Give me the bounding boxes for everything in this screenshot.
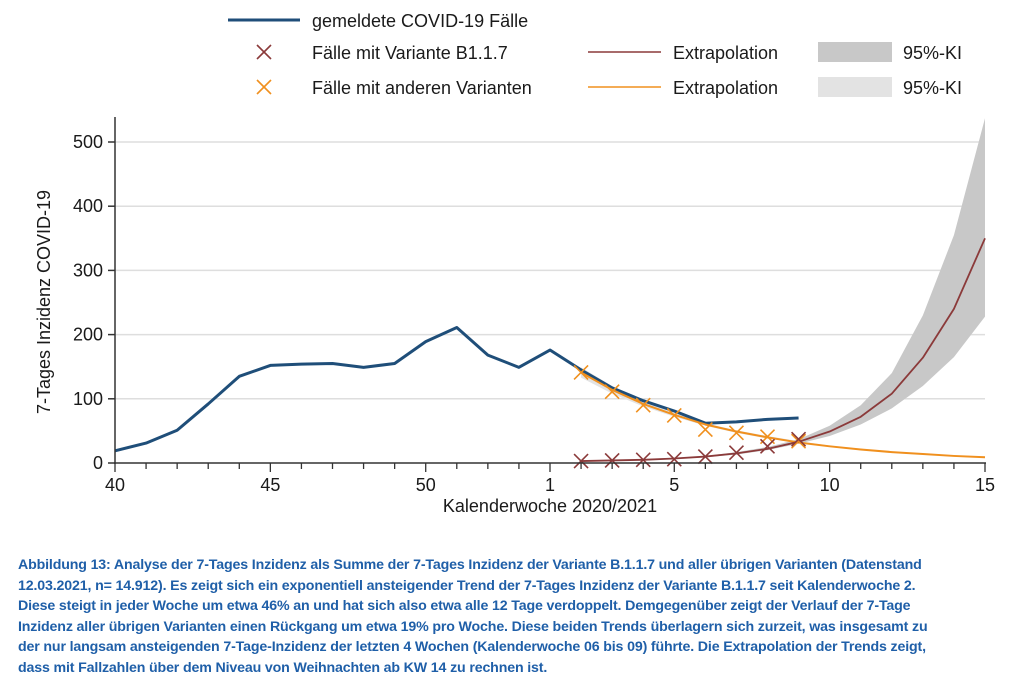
b117-extrapolation-line xyxy=(581,237,986,462)
x-tick-label: 15 xyxy=(975,475,995,495)
legend-band-b117-ci xyxy=(818,42,892,62)
b117-marker xyxy=(573,453,589,469)
legend-label-other: Fälle mit anderen Varianten xyxy=(312,78,532,98)
b117-marker xyxy=(791,431,807,447)
legend-label-other-ci: 95%-KI xyxy=(903,78,962,98)
y-tick-label: 400 xyxy=(73,196,103,216)
marker-stroke xyxy=(635,452,651,468)
caption-line: der nur langsam ansteigenden 7-Tage-Inzi… xyxy=(18,639,926,656)
b117-marker xyxy=(697,449,713,465)
y-tick-label: 500 xyxy=(73,132,103,152)
reported-cases-line xyxy=(114,326,799,453)
other-variants-marker xyxy=(697,422,713,438)
y-axis-title: 7-Tages Inzidenz COVID-19 xyxy=(34,190,54,414)
legend-marker-b117 xyxy=(256,44,272,60)
other-variants-extrapolation-line xyxy=(580,371,986,459)
marker-stroke xyxy=(791,433,807,449)
marker-stroke xyxy=(573,453,589,469)
x-tick-label: 5 xyxy=(669,475,679,495)
incidence-chart: gemeldete COVID-19 Fälle Fälle mit Varia… xyxy=(34,11,995,516)
b117-marker xyxy=(666,451,682,467)
x-tick-label: 45 xyxy=(260,475,280,495)
series-markers xyxy=(573,364,807,469)
legend-label-other-extrapolation: Extrapolation xyxy=(673,78,778,98)
legend-marker-other xyxy=(256,79,272,95)
marker-stroke xyxy=(573,364,589,381)
marker-stroke xyxy=(791,431,807,447)
marker-stroke xyxy=(666,451,682,467)
marker-stroke xyxy=(666,407,682,424)
caption-line: dass mit Fallzahlen über dem Niveau von … xyxy=(18,659,548,676)
other-variants-marker xyxy=(604,384,620,400)
marker-stroke xyxy=(728,445,744,461)
caption-line: Abbildung 13: Analyse der 7-Tages Inzide… xyxy=(18,557,922,573)
b117-marker xyxy=(604,452,620,468)
x-axis-title: Kalenderwoche 2020/2021 xyxy=(443,496,657,516)
legend-band-other-ci xyxy=(818,77,892,97)
other-variants-marker xyxy=(666,407,682,424)
series-lines xyxy=(114,237,986,462)
marker-stroke xyxy=(604,384,620,400)
x-tick-label: 40 xyxy=(105,475,125,495)
legend-label-b117-ci: 95%-KI xyxy=(903,43,962,63)
y-tick-label: 100 xyxy=(73,389,103,409)
confidence-bands xyxy=(581,118,985,462)
b117-marker xyxy=(635,452,651,468)
b117_extrap-ci-band xyxy=(581,118,985,462)
b117-marker xyxy=(759,438,776,454)
other-variants-marker xyxy=(635,397,651,413)
y-tick-label: 300 xyxy=(73,260,103,280)
gridlines xyxy=(115,141,985,400)
marker-stroke xyxy=(697,449,713,465)
b117-marker xyxy=(728,445,744,461)
legend: gemeldete COVID-19 Fälle Fälle mit Varia… xyxy=(228,11,962,98)
other-variants-marker xyxy=(573,364,589,381)
marker-stroke xyxy=(635,397,651,413)
marker-stroke xyxy=(697,422,713,438)
caption-line: Diese steigt in jeder Woche um etwa 46% … xyxy=(18,598,911,615)
x-tick-label: 50 xyxy=(416,475,436,495)
y-tick-label: 200 xyxy=(73,325,103,345)
other-variants-marker xyxy=(728,425,744,441)
legend-label-reported: gemeldete COVID-19 Fälle xyxy=(312,11,528,31)
marker-stroke xyxy=(604,452,620,468)
marker-stroke xyxy=(759,438,776,454)
x-tick-label: 1 xyxy=(545,475,555,495)
x-tick-label: 10 xyxy=(820,475,840,495)
marker-stroke xyxy=(728,425,744,441)
caption-line: 12.03.2021, n= 14.912). Es zeigt sich ei… xyxy=(18,577,916,594)
legend-label-b117-extrapolation: Extrapolation xyxy=(673,43,778,63)
other-variants-marker xyxy=(791,433,807,449)
legend-label-b117: Fälle mit Variante B1.1.7 xyxy=(312,43,508,63)
y-tick-label: 0 xyxy=(93,453,103,473)
figure-caption: Abbildung 13: Analyse der 7-Tages Inzide… xyxy=(18,555,1018,679)
caption-line: Inzidenz aller übrigen Varianten einen R… xyxy=(18,618,928,635)
